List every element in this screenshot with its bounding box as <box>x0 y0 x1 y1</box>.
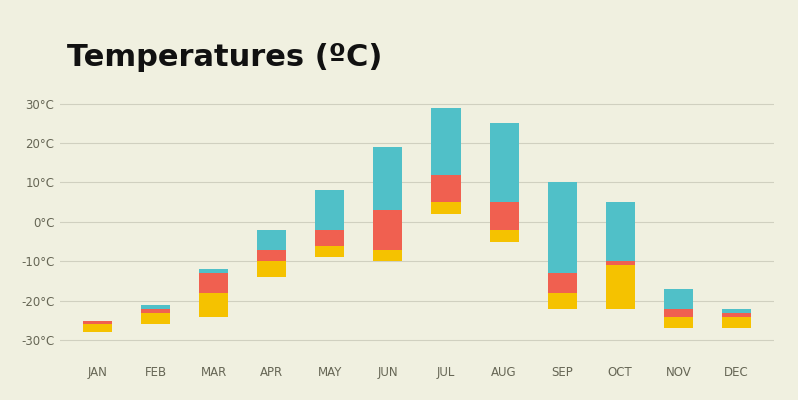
Bar <box>664 309 693 317</box>
Bar <box>606 261 634 265</box>
Bar <box>606 202 634 261</box>
Bar <box>547 273 577 293</box>
Bar <box>722 309 751 313</box>
Bar <box>315 230 345 246</box>
Bar <box>373 210 402 250</box>
Bar <box>722 317 751 328</box>
Bar <box>315 246 345 258</box>
Bar <box>257 250 286 261</box>
Bar <box>489 230 519 242</box>
Bar <box>489 202 519 230</box>
Bar <box>373 250 402 261</box>
Bar <box>547 293 577 309</box>
Bar <box>373 147 402 210</box>
Bar <box>315 190 345 230</box>
Bar <box>489 123 519 202</box>
Bar <box>547 182 577 273</box>
Bar <box>432 202 460 214</box>
Bar <box>83 324 112 332</box>
Bar <box>200 269 228 273</box>
Bar <box>200 273 228 293</box>
Bar <box>83 320 112 324</box>
Bar <box>664 317 693 328</box>
Bar <box>141 309 170 313</box>
Bar <box>664 289 693 309</box>
Bar <box>606 265 634 309</box>
Bar <box>141 313 170 324</box>
Bar <box>200 293 228 317</box>
Bar <box>257 261 286 277</box>
Bar <box>722 313 751 317</box>
Bar <box>432 174 460 202</box>
Text: Temperatures (ºC): Temperatures (ºC) <box>67 43 382 72</box>
Bar <box>257 230 286 250</box>
Bar <box>432 108 460 174</box>
Bar <box>141 305 170 309</box>
